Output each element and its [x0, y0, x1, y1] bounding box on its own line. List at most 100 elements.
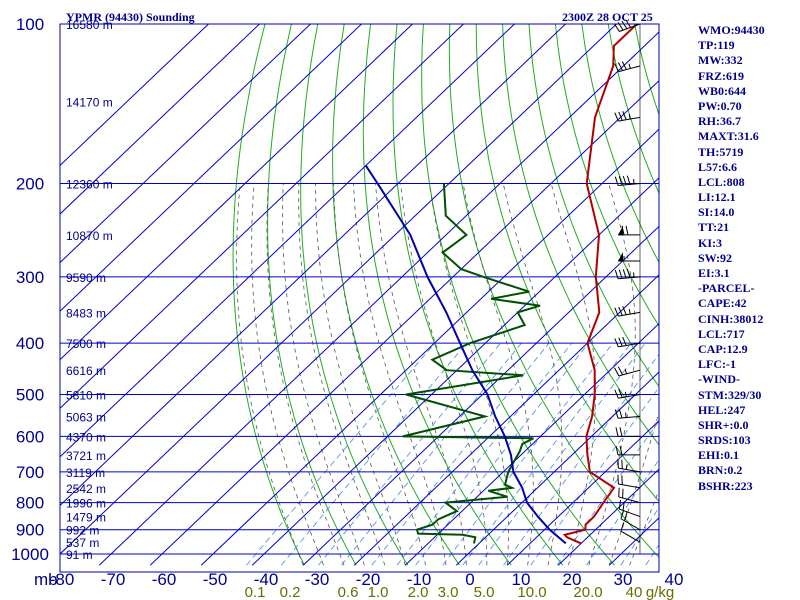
temperature-tick-label: -20	[356, 570, 381, 589]
sounding-index: -PARCEL-	[698, 281, 755, 296]
moist-adiabat-line	[266, 183, 345, 566]
wind-barb-flag	[614, 269, 619, 279]
moist-adiabat-line	[400, 183, 488, 566]
dry-adiabat-line	[267, 24, 357, 566]
sounding-index: MW:332	[698, 53, 743, 68]
temperature-tick-label: -50	[203, 570, 228, 589]
isotherm-line	[60, 24, 363, 312]
wind-barb-flag	[618, 499, 622, 510]
wind-barb-flag	[617, 366, 624, 376]
sounding-index: CAPE:42	[698, 296, 747, 311]
mixing-ratio-label: 10.0	[517, 584, 546, 600]
height-label: 91 m	[66, 548, 93, 562]
isotherm-line	[251, 177, 659, 566]
wind-barb-flag	[625, 225, 629, 236]
wind-barb-half-flag	[628, 309, 631, 315]
wind-barb-flag	[618, 306, 623, 316]
sounding-index: LCL:808	[698, 174, 745, 189]
height-label: 537 m	[66, 536, 99, 550]
temperature-tick-label: 20	[563, 570, 582, 589]
mixing-ratio-line	[280, 342, 468, 566]
moist-adiabat-line	[462, 183, 534, 566]
wind-barb	[614, 388, 641, 399]
moist-adiabat-line	[298, 183, 386, 566]
wind-barb-flag	[622, 306, 627, 315]
wind-barb-flag	[618, 111, 623, 121]
wind-barb	[614, 175, 641, 186]
mixing-ratio-line	[371, 342, 550, 566]
wind-barb-flag	[620, 522, 625, 532]
temperature-tick-label: 0	[465, 570, 474, 589]
isotherm-line	[149, 79, 659, 566]
mixing-ratio-line	[530, 386, 659, 566]
mixing-ratio-label: 0.1	[245, 584, 266, 600]
mixing-ratio-label: 2.0	[408, 584, 429, 600]
temperature-tick-label: -80	[50, 570, 75, 589]
isotherm-line	[60, 24, 516, 458]
moist-adiabat-line	[588, 183, 636, 566]
mixing-ratio-label: 40	[626, 584, 643, 600]
sounding-index: SHR+:0.0	[698, 417, 749, 432]
moist-adiabat-line	[608, 410, 659, 566]
parcel-line	[364, 165, 567, 545]
isotherm-line	[506, 419, 659, 566]
mixing-ratio-line	[478, 342, 646, 566]
height-label: 1479 m	[66, 511, 106, 525]
mixing-ratio-label: 20.0	[573, 584, 602, 600]
temperature-tick-label: 30	[614, 570, 633, 589]
sounding-index: CINH:38012	[698, 311, 764, 326]
wind-barb	[614, 336, 641, 348]
wind-barb	[618, 487, 641, 504]
sounding-index: LCL:717	[698, 326, 745, 341]
sounding-index: WMO:94430	[698, 23, 765, 37]
sounding-index: HEL:247	[698, 402, 746, 417]
sounding-index: EHI:0.1	[698, 448, 740, 463]
dry-adiabat-line	[392, 24, 564, 566]
mixing-ratio-line	[503, 353, 659, 566]
wind-barb	[614, 306, 641, 317]
dry-adiabat-line	[581, 24, 659, 264]
wind-barb-flag	[620, 509, 625, 519]
height-label: 10870 m	[66, 229, 113, 243]
wind-barb-half-flag	[625, 464, 628, 470]
isotherm-line	[60, 24, 465, 409]
dry-adiabat-line	[528, 24, 659, 388]
wind-barb-half-flag	[628, 114, 631, 120]
wind-barb	[614, 409, 641, 419]
wind-barb-flag	[618, 176, 623, 186]
pressure-tick-label: 500	[16, 385, 44, 404]
pressure-tick-label: 400	[16, 334, 44, 353]
isotherm-line	[60, 24, 567, 507]
mixing-ratio-line	[415, 342, 589, 566]
dry-adiabat-line	[362, 24, 512, 566]
height-label: 6616 m	[66, 364, 106, 378]
isotherm-line	[302, 225, 659, 566]
wind-barb-half-flag	[624, 368, 627, 374]
isotherm-line	[557, 468, 659, 566]
sounding-index: MAXT:31.6	[698, 129, 759, 144]
mixing-ratio-line	[462, 342, 632, 566]
moist-adiabat-line	[251, 183, 324, 566]
wind-barb	[614, 268, 641, 280]
height-label: 3119 m	[66, 466, 105, 480]
mixing-ratio-label: 0.6	[338, 584, 359, 600]
chart-title: YPMR (94430) Sounding	[66, 10, 195, 24]
sounding-index: TP:119	[698, 38, 735, 53]
pressure-tick-label: 1000	[11, 545, 49, 564]
wind-barb-flag	[614, 367, 620, 377]
mixing-ratio-line	[396, 342, 573, 566]
pressure-tick-label: 200	[16, 175, 44, 194]
wind-barb	[620, 509, 641, 531]
pressure-tick-label: 700	[16, 463, 44, 482]
mixing-ratio-label: 5.0	[474, 584, 495, 600]
pressure-tick-label: 100	[16, 15, 44, 34]
height-label: 5810 m	[66, 388, 106, 402]
wind-barb-staff	[620, 530, 641, 543]
temperature-tick-label: 40	[665, 570, 684, 589]
dry-adiabat-line	[448, 24, 659, 559]
pressure-tick-label: 800	[16, 494, 44, 513]
moist-adiabat-line	[375, 183, 467, 566]
dry-adiabat-line	[332, 24, 460, 566]
wind-barb-flag	[617, 62, 624, 71]
sounding-index: SW:92	[698, 250, 733, 265]
